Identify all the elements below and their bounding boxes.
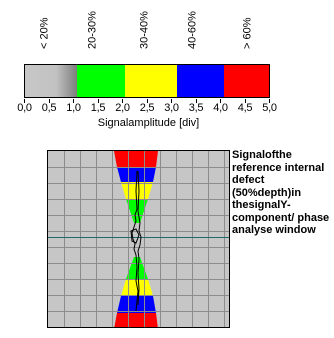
- tick-label: 5,0: [262, 102, 277, 114]
- tick-label: 3,0: [164, 102, 179, 114]
- tick-mark: [220, 99, 221, 103]
- tick-mark: [269, 99, 270, 103]
- tick-label: 2,5: [139, 102, 155, 114]
- tick-mark: [245, 99, 246, 103]
- signal-trace-loop: [130, 228, 140, 244]
- band-label-40-60: 40-60%: [186, 11, 199, 49]
- tick-mark: [122, 99, 123, 103]
- lower-band-red: [114, 313, 158, 327]
- band-label-30-40: 30-40%: [138, 11, 151, 49]
- scale-segment-yellow: [125, 65, 177, 97]
- tick-mark: [24, 99, 25, 103]
- scale-segment-blue: [177, 65, 224, 97]
- tick-mark: [73, 99, 74, 103]
- amplitude-color-scale: [24, 64, 270, 98]
- window-description: Signalofthe reference internal defect (5…: [232, 149, 330, 236]
- tick-label: 3,5: [188, 102, 204, 114]
- tick-label: 1,5: [90, 102, 106, 114]
- tick-mark: [147, 99, 148, 103]
- tick-label: 2,0: [115, 102, 130, 114]
- band-label-over-60: > 60%: [241, 17, 254, 50]
- tick-label: 4,0: [213, 102, 228, 114]
- upper-band-green: [126, 199, 148, 223]
- axis-label: Signalamplitude [div]: [97, 117, 200, 129]
- scale-segment-green: [77, 65, 125, 97]
- upper-band-yellow: [121, 182, 153, 199]
- tick-label: 0,0: [17, 102, 32, 114]
- tick-mark: [49, 99, 50, 103]
- band-label-20-30: 20-30%: [86, 11, 99, 49]
- tick-label: 0,5: [41, 102, 57, 114]
- phase-analysis-window: [47, 150, 230, 328]
- analysis-plot: [48, 151, 229, 327]
- upper-band-red: [114, 151, 158, 167]
- tick-label: 4,5: [237, 102, 253, 114]
- tick-mark: [98, 99, 99, 103]
- tick-mark: [171, 99, 172, 103]
- tick-label: 1,0: [66, 102, 81, 114]
- scale-segment-grey: [25, 65, 77, 97]
- band-label-under-20: < 20%: [38, 17, 51, 50]
- scale-segment-red: [224, 65, 269, 97]
- tick-mark: [196, 99, 197, 103]
